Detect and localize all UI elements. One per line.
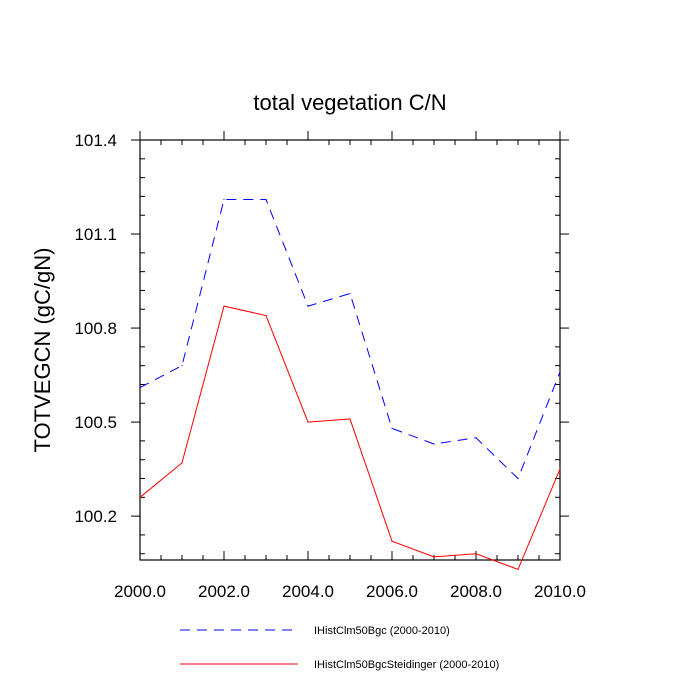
y-tick-label: 100.2 (74, 507, 117, 526)
series-0-point (223, 198, 225, 201)
series-0-point (181, 365, 183, 367)
series-0-point (265, 198, 267, 201)
series-0-point (517, 477, 519, 480)
series-layer (139, 198, 561, 571)
x-tick-label: 2000.0 (114, 582, 166, 601)
series-0-point (559, 371, 561, 373)
series-1-point (349, 418, 351, 420)
series-0-point (349, 292, 351, 295)
legend-label-1: IHistClm50BgcSteidinger (2000-2010) (314, 659, 499, 671)
x-tick-label: 2004.0 (282, 582, 334, 601)
series-line-0 (139, 199, 561, 480)
y-tick-label: 101.1 (74, 225, 117, 244)
series-1-point (223, 305, 225, 307)
series-1-point (307, 421, 309, 423)
series-1-point (391, 540, 393, 542)
y-tick-label: 100.8 (74, 319, 117, 338)
series-0-point (307, 305, 309, 307)
x-tick-label: 2002.0 (198, 582, 250, 601)
series-1-point (475, 553, 477, 555)
series-1-point (265, 314, 267, 317)
series-1-point (517, 568, 519, 571)
series-0-point (475, 437, 477, 439)
legend-label-0: IHistClm50Bgc (2000-2010) (314, 625, 450, 637)
series-0-point (391, 427, 393, 429)
legend: IHistClm50Bgc (2000-2010) IHistClm50BgcSt… (180, 625, 499, 671)
series-1-point (181, 462, 183, 464)
series-1-point (433, 556, 435, 558)
y-tick-label: 100.5 (74, 413, 117, 432)
ticks-layer: 2000.0 2002.0 2004.0 2006.0 2008.0 2010.0 100.… (74, 131, 586, 601)
series-1-point (559, 468, 561, 470)
x-tick-label: 2006.0 (366, 582, 418, 601)
chart-title: total vegetation C/N (253, 90, 446, 115)
x-tick-label: 2008.0 (450, 582, 502, 601)
series-line-1 (139, 305, 561, 571)
y-axis-label: TOTVEGCN (gC/gN) (30, 248, 55, 453)
series-1-point (139, 496, 141, 498)
series-0-point (433, 443, 435, 445)
plot-frame (139, 139, 561, 561)
x-tick-label: 2010.0 (534, 582, 586, 601)
y-tick-label: 101.4 (74, 131, 117, 150)
series-0-point (139, 387, 141, 389)
